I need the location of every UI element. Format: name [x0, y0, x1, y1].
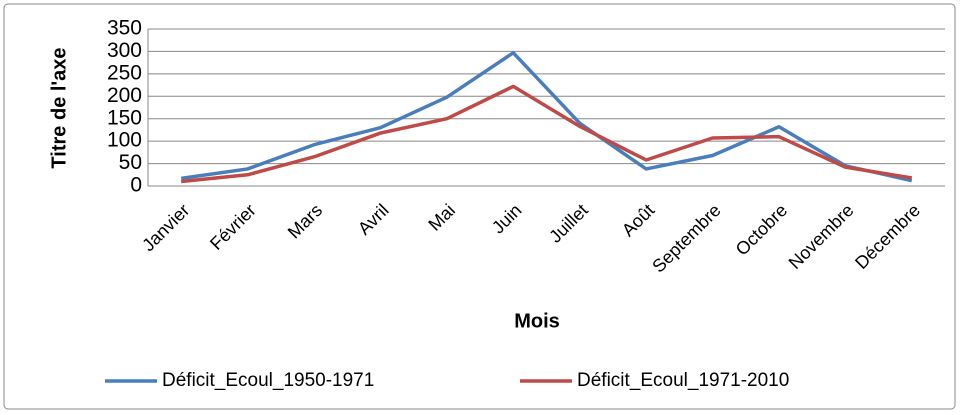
legend-label: Déficit_Ecoul_1971-2010	[577, 370, 789, 391]
chart-frame	[3, 3, 956, 410]
y-tick-label: 150	[107, 106, 142, 129]
y-tick-label: 50	[119, 151, 142, 174]
y-tick-label: 300	[107, 39, 142, 62]
y-tick-label: 200	[107, 84, 142, 107]
y-tick-label: 100	[107, 129, 142, 152]
y-axis-title: Titre de l'axe	[48, 47, 70, 168]
y-tick-label: 250	[107, 61, 142, 84]
series-line	[181, 84, 913, 184]
x-axis-title: Mois	[514, 310, 560, 332]
y-tick-label: 0	[130, 174, 142, 197]
series-line	[180, 51, 913, 183]
y-tick-label: 350	[107, 17, 142, 40]
legend-label: Déficit_Ecoul_1950-1971	[162, 370, 374, 391]
